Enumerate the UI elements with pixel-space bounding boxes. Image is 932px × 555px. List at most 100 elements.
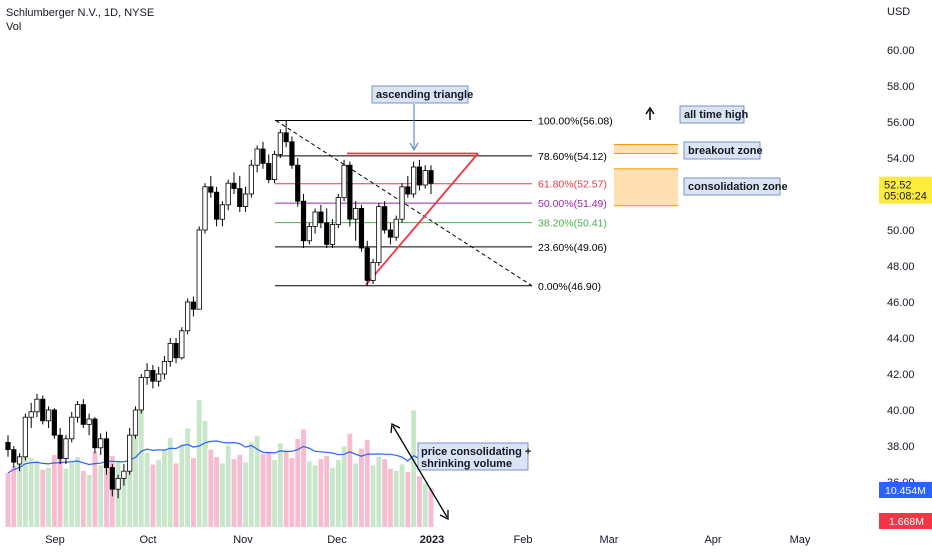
last-price-value: 52.52 bbox=[884, 180, 912, 192]
volume-bar bbox=[411, 410, 417, 527]
candle-body bbox=[22, 416, 28, 458]
volume-bar bbox=[173, 463, 179, 527]
candle-body bbox=[428, 170, 434, 184]
volume-last-tag bbox=[879, 513, 932, 529]
candle-body bbox=[57, 434, 63, 460]
y-tick-label: 56.00 bbox=[887, 117, 915, 129]
candle-body bbox=[11, 449, 17, 463]
volume-bar bbox=[277, 443, 283, 527]
y-tick-label: 60.00 bbox=[887, 45, 915, 57]
volume-bar bbox=[312, 465, 318, 527]
candle-body bbox=[225, 182, 231, 206]
fib-level-label: 23.60%(49.06) bbox=[538, 242, 607, 254]
x-tick-label: Sep bbox=[45, 534, 65, 546]
volume-ma-value: 10.454M bbox=[885, 485, 926, 497]
volume-bar bbox=[185, 428, 191, 527]
volume-bar bbox=[382, 459, 388, 527]
volume-bar bbox=[80, 470, 86, 527]
volume-bar bbox=[63, 468, 69, 527]
candle-body bbox=[329, 224, 336, 245]
candle-body bbox=[51, 409, 57, 436]
y-tick-label: 50.00 bbox=[887, 225, 915, 237]
candle-body bbox=[45, 409, 52, 422]
volume-bar bbox=[254, 435, 260, 527]
candle-body bbox=[254, 148, 260, 166]
last-price-tag bbox=[879, 176, 932, 204]
volume-bar bbox=[428, 487, 434, 527]
volume-bar bbox=[162, 450, 167, 527]
volume-last-value: 1.668M bbox=[889, 516, 924, 528]
candle-body bbox=[40, 398, 46, 422]
candle-body bbox=[179, 330, 185, 359]
volume-bar bbox=[17, 463, 22, 527]
volume-bar bbox=[34, 460, 40, 527]
volume-bar bbox=[191, 458, 196, 527]
fib-trend-line bbox=[275, 120, 533, 287]
volume-bar bbox=[104, 447, 109, 527]
candle-body bbox=[341, 164, 347, 198]
volume-bar bbox=[353, 463, 359, 527]
x-tick-label: Mar bbox=[600, 534, 619, 546]
volume-bar bbox=[330, 467, 335, 527]
volume-bar bbox=[28, 458, 34, 527]
bar-countdown: 05:08:24 bbox=[884, 191, 927, 203]
candle-body bbox=[202, 186, 208, 231]
volume-bar bbox=[51, 454, 57, 527]
volume-bar bbox=[133, 431, 138, 527]
consolidation-zone-label-box bbox=[683, 177, 781, 196]
volume-bar bbox=[417, 476, 422, 527]
candle-body bbox=[138, 377, 144, 411]
y-tick-label: 46.00 bbox=[887, 297, 915, 309]
candle-body bbox=[416, 166, 423, 186]
candle-body bbox=[289, 141, 295, 166]
volume-bar bbox=[335, 460, 341, 527]
volume-bar bbox=[272, 460, 277, 527]
ascending-triangle-label: ascending triangle bbox=[376, 89, 473, 101]
volume-bar bbox=[376, 457, 382, 527]
volume-bar bbox=[306, 461, 312, 527]
y-tick-label: 38.00 bbox=[887, 441, 915, 453]
candle-body bbox=[399, 186, 405, 220]
candle-body bbox=[353, 207, 359, 220]
breakout-zone-label: breakout zone bbox=[688, 145, 763, 157]
candle-body bbox=[5, 441, 11, 450]
volume-bar bbox=[388, 468, 393, 527]
candle-body bbox=[109, 467, 115, 490]
fib-level-label: 38.20%(50.41) bbox=[538, 218, 607, 230]
candle-body bbox=[277, 132, 283, 155]
candle-body bbox=[231, 182, 237, 189]
candle-body bbox=[271, 153, 278, 180]
candle-body bbox=[300, 200, 307, 242]
y-tick-label: 44.00 bbox=[887, 333, 915, 345]
x-tick-label: Oct bbox=[139, 534, 156, 546]
volume-bar bbox=[393, 470, 399, 527]
volume-bar bbox=[225, 445, 231, 527]
candle-body bbox=[127, 434, 133, 472]
volume-bar bbox=[11, 466, 17, 527]
volume-note-box bbox=[417, 442, 529, 471]
candle-body bbox=[156, 373, 162, 382]
candle-body bbox=[92, 418, 98, 449]
candle-body bbox=[98, 438, 104, 449]
candle-body bbox=[260, 148, 266, 164]
candle-body bbox=[214, 191, 220, 220]
volume-note-line2: shrinking volume bbox=[421, 458, 512, 470]
volume-bar bbox=[138, 410, 144, 527]
candle-body bbox=[248, 164, 254, 195]
volume-note-line1: price consolidating + bbox=[421, 446, 531, 458]
x-tick-label: Apr bbox=[704, 534, 721, 546]
ath-arrow-head bbox=[645, 106, 655, 115]
volume-trend-arrow-head-top bbox=[390, 423, 401, 434]
candle-body bbox=[132, 409, 139, 436]
candle-body bbox=[376, 206, 382, 263]
candle-body bbox=[335, 197, 341, 226]
volume-bar bbox=[121, 471, 127, 527]
breakout-zone-label-box bbox=[683, 141, 761, 160]
volume-trend-arrow-head-bottom bbox=[439, 510, 449, 521]
ascending-triangle-label-box bbox=[371, 85, 469, 104]
volume-bar bbox=[214, 457, 220, 527]
candle-body bbox=[150, 369, 156, 382]
candle-body bbox=[115, 477, 121, 490]
